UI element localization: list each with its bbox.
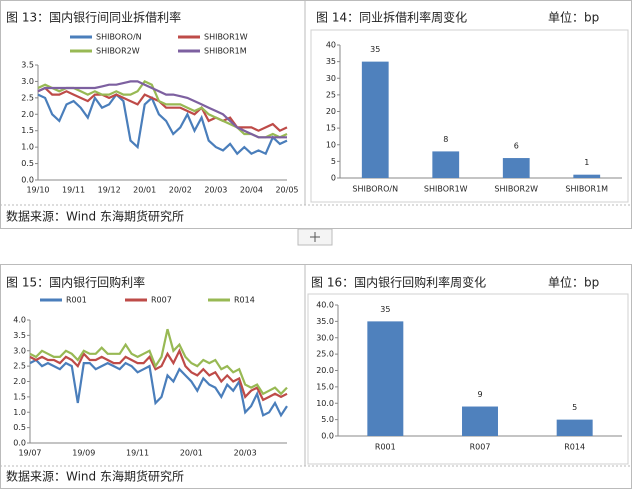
x-tick-label: SHIBOR1M — [565, 185, 608, 194]
legend-label: SHIBORO/N — [96, 33, 142, 42]
data-label: 35 — [370, 45, 380, 54]
y-tick-label: 25.0 — [316, 350, 334, 359]
y-tick-label: 0.5 — [21, 159, 34, 168]
legend-label: R001 — [66, 296, 87, 305]
legend-label: SHIBOR2W — [96, 47, 140, 56]
source-note: 数据来源：Wind 东海期货研究所 — [6, 209, 184, 224]
unit-label: 单位：bp — [548, 10, 599, 25]
chart-title: 图 16：国内银行回购利率周变化 — [311, 275, 486, 290]
y-tick-label: 25 — [326, 90, 336, 99]
chart-frame — [307, 293, 629, 465]
x-tick-label: R014 — [564, 443, 585, 452]
legend-label: R014 — [234, 296, 255, 305]
bar — [556, 419, 593, 436]
y-tick-label: 35 — [326, 57, 336, 66]
y-tick-label: 20 — [326, 107, 336, 116]
x-tick-label: 20/02 — [169, 186, 192, 195]
y-tick-label: 4.0 — [13, 316, 26, 325]
y-tick-label: 40.0 — [316, 301, 334, 310]
y-tick-label: 0.0 — [13, 439, 26, 448]
series-line — [29, 348, 288, 402]
y-tick-label: 40 — [326, 41, 336, 50]
y-tick-label: 0.0 — [321, 432, 334, 441]
x-tick-label: 20/03 — [234, 449, 257, 458]
series-line — [29, 358, 288, 418]
y-tick-label: 1.5 — [21, 126, 34, 135]
data-label: 35 — [380, 305, 390, 314]
x-tick-label: 19/10 — [26, 186, 49, 195]
bar — [367, 321, 404, 436]
y-tick-label: 30 — [326, 74, 336, 83]
chart-frame — [310, 29, 629, 203]
y-tick-label: 15.0 — [316, 382, 334, 391]
series-line — [37, 80, 288, 139]
y-tick-label: 2.0 — [21, 110, 34, 119]
x-tick-label: SHIBORO/N — [352, 185, 398, 194]
y-tick-label: 2.5 — [13, 362, 26, 371]
y-tick-label: 3.0 — [13, 346, 26, 355]
data-label: 5 — [572, 403, 577, 412]
y-tick-label: 10.0 — [316, 399, 334, 408]
x-tick-label: 19/11 — [62, 186, 85, 195]
y-tick-label: 1.0 — [21, 143, 34, 152]
y-tick-label: 3.5 — [13, 331, 26, 340]
x-tick-label: R007 — [470, 443, 491, 452]
x-tick-label: 19/09 — [72, 449, 95, 458]
x-tick-label: SHIBOR1W — [424, 185, 468, 194]
series-line — [37, 92, 288, 156]
y-tick-label: 3.5 — [21, 61, 34, 70]
plus-icon — [310, 232, 320, 242]
y-tick-label: 2.0 — [13, 377, 26, 386]
series-line — [29, 328, 288, 396]
x-tick-label: SHIBOR2W — [494, 185, 538, 194]
y-tick-label: 0.5 — [13, 423, 26, 432]
y-tick-label: 0 — [331, 174, 336, 183]
y-tick-label: 30.0 — [316, 333, 334, 342]
chart-title: 图 14：同业拆借利率周变化 — [316, 10, 467, 25]
y-tick-label: 20.0 — [316, 366, 334, 375]
y-tick-label: 3.0 — [21, 77, 34, 86]
x-tick-label: 20/04 — [240, 186, 263, 195]
x-tick-label: R001 — [375, 443, 396, 452]
y-tick-label: 5.0 — [321, 415, 334, 424]
y-tick-label: 1.5 — [13, 392, 26, 401]
y-tick-label: 15 — [326, 124, 336, 133]
bar — [361, 61, 389, 178]
x-tick-label: 19/12 — [98, 186, 121, 195]
series-line — [37, 80, 287, 139]
chart-title: 图 15：国内银行回购利率 — [6, 275, 145, 290]
x-tick-label: 20/01 — [180, 449, 203, 458]
x-tick-label: 19/07 — [18, 449, 41, 458]
source-note: 数据来源：Wind 东海期货研究所 — [6, 469, 184, 484]
data-label: 6 — [514, 142, 519, 151]
bar — [462, 406, 498, 436]
y-tick-label: 10 — [326, 140, 336, 149]
y-tick-label: 35.0 — [316, 317, 334, 326]
data-label: 9 — [477, 390, 482, 399]
legend-label: SHIBOR1M — [204, 47, 247, 56]
y-tick-label: 5 — [331, 157, 336, 166]
x-tick-label: 20/01 — [133, 186, 156, 195]
bar — [573, 174, 601, 178]
x-tick-label: 20/03 — [204, 186, 227, 195]
bar — [502, 158, 530, 178]
data-label: 8 — [443, 135, 448, 144]
bar — [432, 151, 460, 178]
chart-title: 图 13：国内银行间同业拆借利率 — [6, 10, 181, 25]
x-tick-label: 19/11 — [126, 449, 149, 458]
y-tick-label: 2.5 — [21, 93, 34, 102]
legend-label: SHIBOR1W — [204, 33, 248, 42]
unit-label: 单位：bp — [548, 275, 599, 290]
y-tick-label: 1.0 — [13, 408, 26, 417]
series-line — [37, 86, 288, 133]
legend-label: R007 — [151, 296, 172, 305]
x-tick-label: 20/05 — [275, 186, 298, 195]
data-label: 1 — [584, 158, 589, 167]
y-tick-label: 0.0 — [21, 176, 34, 185]
